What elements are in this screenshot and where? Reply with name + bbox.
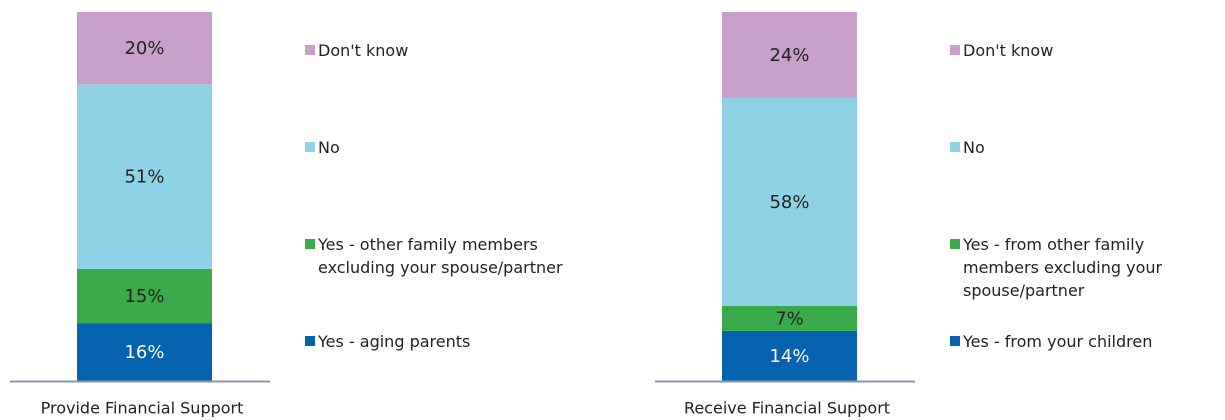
legend-label: Yes - from other family members excludin… bbox=[963, 235, 1163, 300]
value-label: 7% bbox=[775, 308, 804, 329]
legend-swatch bbox=[305, 239, 315, 249]
value-label: 20% bbox=[124, 38, 164, 59]
legend-swatch bbox=[305, 45, 315, 55]
legend-swatch bbox=[950, 336, 960, 346]
value-label: 15% bbox=[124, 286, 164, 307]
bar-segment bbox=[722, 305, 857, 331]
legend-item: Don't know bbox=[305, 39, 580, 62]
legend-swatch bbox=[950, 239, 960, 249]
bar-segment bbox=[722, 12, 857, 98]
value-label: 51% bbox=[124, 167, 164, 188]
legend-label: No bbox=[963, 138, 985, 157]
bar-segment bbox=[77, 12, 212, 85]
legend-label: Yes - aging parents bbox=[318, 332, 471, 351]
legend-label: Yes - other family members excluding you… bbox=[318, 235, 563, 277]
value-label: 24% bbox=[769, 45, 809, 66]
legend-swatch bbox=[950, 142, 960, 152]
legend-item: No bbox=[305, 136, 580, 159]
legend-swatch bbox=[305, 142, 315, 152]
bar-segment bbox=[77, 268, 212, 324]
bar-segment bbox=[722, 330, 857, 381]
legend-label: Don't know bbox=[318, 41, 409, 60]
value-label: 14% bbox=[769, 346, 809, 367]
bar-segment bbox=[77, 323, 212, 381]
legend-label: Yes - from your children bbox=[963, 332, 1153, 351]
legend-item: Don't know bbox=[950, 39, 1225, 62]
legend-label: Don't know bbox=[963, 41, 1054, 60]
legend-swatch bbox=[950, 45, 960, 55]
legend-item: No bbox=[950, 136, 1225, 159]
value-label: 58% bbox=[769, 192, 809, 213]
legend-item: Yes - other family members excluding you… bbox=[305, 233, 580, 279]
legend-item: Yes - from your children bbox=[950, 330, 1225, 353]
legend-item: Yes - from other family members excludin… bbox=[950, 233, 1225, 302]
bar-segment bbox=[722, 97, 857, 306]
legend-item: Yes - aging parents bbox=[305, 330, 580, 353]
value-label: 16% bbox=[124, 342, 164, 363]
bar-segment bbox=[77, 84, 212, 269]
category-label: Provide Financial Support bbox=[41, 399, 244, 418]
legend-swatch bbox=[305, 336, 315, 346]
legend-label: No bbox=[318, 138, 340, 157]
category-label: Receive Financial Support bbox=[684, 399, 890, 418]
